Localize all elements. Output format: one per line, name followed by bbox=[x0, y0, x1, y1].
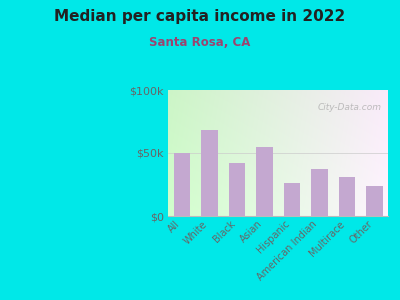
Bar bbox=[311, 169, 328, 216]
Text: Santa Rosa, CA: Santa Rosa, CA bbox=[149, 36, 251, 49]
Bar bbox=[228, 163, 245, 216]
Bar bbox=[174, 153, 190, 216]
Bar bbox=[284, 183, 300, 216]
Bar bbox=[366, 186, 382, 216]
Bar bbox=[201, 130, 218, 216]
Bar bbox=[256, 147, 272, 216]
Bar bbox=[338, 177, 355, 216]
Text: City-Data.com: City-Data.com bbox=[318, 103, 382, 112]
Text: Median per capita income in 2022: Median per capita income in 2022 bbox=[54, 9, 346, 24]
